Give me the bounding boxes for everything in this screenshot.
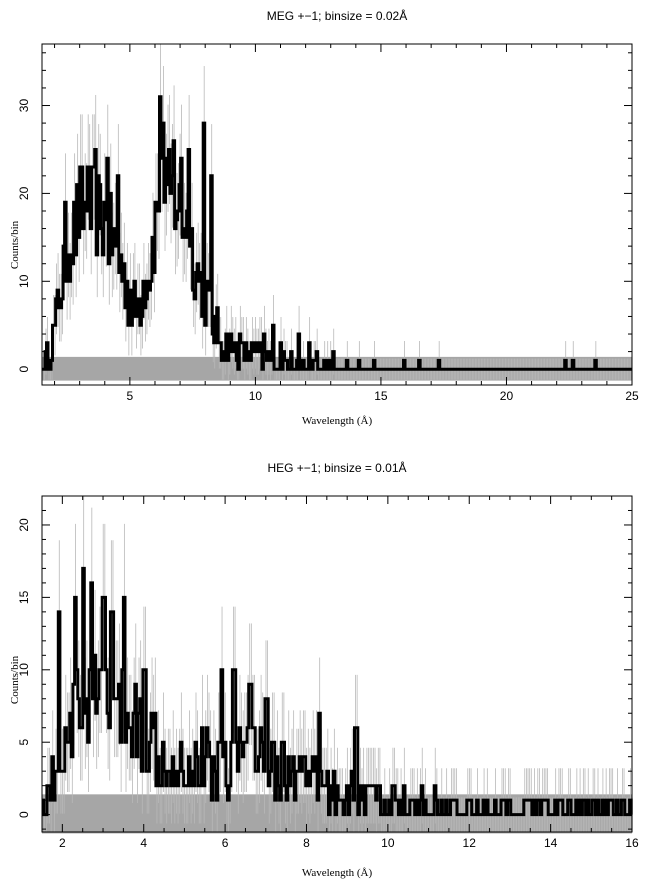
meg-title: MEG +−1; binsize = 0.02Å	[267, 8, 407, 23]
meg-spectrum-line	[42, 95, 632, 371]
heg-y-axis-label: Counts/bin	[9, 655, 21, 704]
heg-plot-frame	[41, 495, 633, 833]
meg-y-axis-label: Counts/bin	[9, 220, 21, 269]
meg-x-tick-label: 25	[625, 389, 639, 403]
heg-x-tick-label: 10	[381, 836, 395, 850]
heg-x-tick-label: 6	[222, 836, 229, 850]
meg-ticks	[42, 44, 633, 385]
meg-y-tick-label: 10	[17, 274, 31, 288]
meg-plot-area: 5 10 15 20 25 0 10 20 30	[17, 43, 639, 403]
heg-error-bars	[44, 496, 633, 832]
heg-x-axis-label: Wavelength (Å)	[302, 867, 373, 879]
meg-y-tick-label: 20	[17, 186, 31, 200]
heg-spectrum-line	[42, 566, 633, 817]
heg-x-tick-label: 8	[303, 836, 310, 850]
meg-error-bars	[44, 44, 633, 380]
heg-x-tick-label: 14	[544, 836, 558, 850]
heg-panel: HEG +−1; binsize = 0.01Å 2 4 6 8 10 12 14 16 0 5 1…	[9, 460, 639, 879]
heg-y-tick-label: 10	[17, 663, 31, 677]
meg-y-tick-label: 30	[17, 99, 31, 113]
heg-ticks	[41, 495, 633, 832]
heg-y-tick-label: 20	[17, 518, 31, 532]
heg-plot-area: 2 4 6 8 10 12 14 16 0 5 10 15 20	[17, 495, 639, 850]
heg-y-tick-label: 5	[17, 739, 31, 746]
meg-y-tick-label: 0	[17, 366, 31, 373]
heg-x-tick-label: 2	[59, 836, 66, 850]
heg-y-tick-label: 0	[17, 811, 31, 818]
heg-title: HEG +−1; binsize = 0.01Å	[267, 460, 406, 475]
heg-x-tick-label: 4	[140, 836, 147, 850]
heg-x-tick-label: 12	[463, 836, 477, 850]
meg-x-tick-label: 10	[249, 389, 263, 403]
meg-panel: MEG +−1; binsize = 0.02Å 5 10 15 20 25 0 10 20 3…	[9, 8, 639, 427]
meg-x-axis-label: Wavelength (Å)	[302, 415, 373, 427]
heg-y-tick-label: 15	[17, 590, 31, 604]
meg-x-tick-label: 15	[374, 389, 388, 403]
meg-plot-frame	[41, 43, 633, 386]
meg-x-tick-label: 5	[127, 389, 134, 403]
heg-x-tick-label: 16	[625, 836, 639, 850]
meg-x-tick-label: 20	[500, 389, 514, 403]
